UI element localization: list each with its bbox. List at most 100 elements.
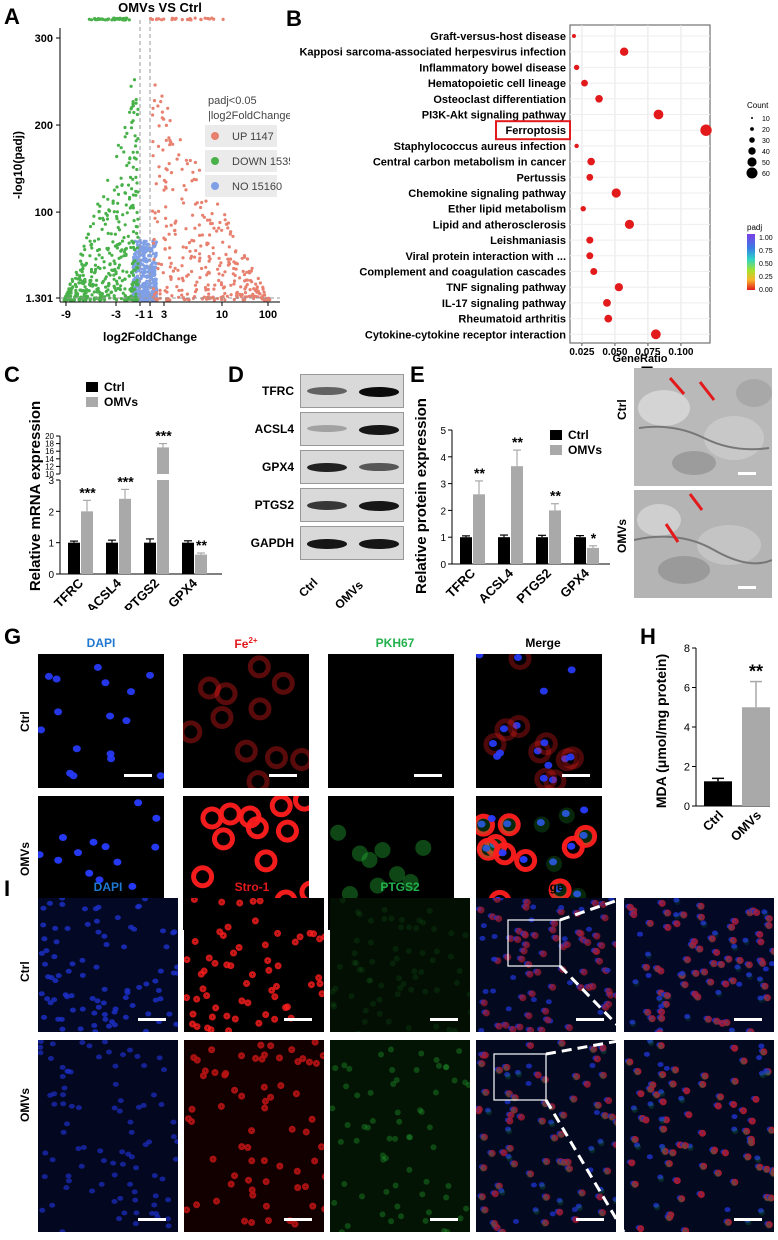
volcano-point-down bbox=[83, 277, 87, 282]
volcano-point-down bbox=[102, 260, 106, 264]
volcano-point-up bbox=[191, 213, 195, 217]
volcano-point-up bbox=[163, 289, 167, 293]
volcano-point-up bbox=[219, 261, 223, 265]
volcano-point-down bbox=[94, 283, 98, 287]
volcano-point-down bbox=[108, 209, 112, 213]
volcano-point-up bbox=[158, 288, 162, 292]
volcano-point-up bbox=[226, 257, 230, 261]
volcano-point-down bbox=[115, 210, 119, 214]
volcano-point-no bbox=[133, 253, 137, 257]
protein-significance: * bbox=[591, 530, 597, 546]
i-col-ptgs2: PTGS2 bbox=[380, 880, 420, 894]
volcano-point-up bbox=[221, 286, 226, 290]
legend-title-line1: padj<0.05 bbox=[208, 95, 257, 107]
padj-colorbar bbox=[747, 234, 755, 290]
volcano-point-down bbox=[131, 230, 136, 234]
volcano-point-up bbox=[198, 233, 202, 237]
volcano-point-no bbox=[145, 275, 149, 279]
volcano-point-down bbox=[122, 150, 126, 154]
count-legend-dot bbox=[748, 147, 756, 155]
volcano-point-up bbox=[153, 211, 157, 215]
volcano-point-up bbox=[165, 168, 169, 172]
volcano-point-up bbox=[238, 293, 242, 297]
volcano-point-up bbox=[207, 254, 211, 259]
blot-band-label: TFRC bbox=[262, 384, 294, 398]
volcano-point-down bbox=[101, 17, 105, 21]
volcano-point-down bbox=[131, 150, 135, 154]
volcano-point-no bbox=[145, 246, 149, 250]
volcano-point-no bbox=[155, 287, 159, 291]
volcano-point-up bbox=[247, 294, 251, 298]
volcano-point-up bbox=[218, 264, 222, 268]
volcano-point-up bbox=[157, 209, 161, 213]
volcano-point-down bbox=[98, 216, 102, 220]
volcano-point-up bbox=[156, 144, 161, 148]
volcano-point-up bbox=[216, 267, 220, 271]
mrna-legend-ctrl-label: Ctrl bbox=[104, 380, 125, 394]
volcano-point-down bbox=[134, 298, 139, 302]
volcano-point-down bbox=[72, 298, 77, 302]
volcano-point-up bbox=[234, 249, 238, 253]
mrna-bar-ctrl bbox=[144, 542, 156, 574]
volcano-point-no bbox=[140, 258, 144, 262]
volcano-point-down bbox=[123, 277, 127, 281]
g-col-pkh67: PKH67 bbox=[375, 636, 415, 650]
volcano-point-down bbox=[125, 163, 129, 168]
legend-title-line2: |log2FoldChange|>1 bbox=[208, 110, 290, 122]
volcano-point-down bbox=[132, 78, 137, 82]
volcano-point-down bbox=[119, 284, 123, 288]
scale-bar bbox=[284, 1218, 312, 1221]
count-legend-title: Count bbox=[747, 101, 769, 110]
volcano-x-tick-label: -9 bbox=[61, 309, 71, 321]
volcano-point-down bbox=[105, 213, 109, 217]
volcano-point-up bbox=[177, 153, 181, 157]
volcano-x-label: log2FoldChange bbox=[103, 330, 197, 344]
volcano-point-down bbox=[97, 253, 101, 257]
volcano-point-down bbox=[74, 288, 78, 293]
volcano-point-down bbox=[96, 248, 100, 253]
tem-arrow-4 bbox=[664, 523, 680, 543]
volcano-point-up bbox=[240, 256, 244, 260]
volcano-point-up bbox=[180, 293, 184, 297]
count-legend-label: 10 bbox=[762, 116, 770, 123]
mrna-y-tick-label: 12 bbox=[45, 462, 54, 471]
mrna-legend-ctrl-swatch bbox=[86, 382, 98, 392]
blot-band bbox=[359, 539, 399, 549]
protein-x-label: GPX4 bbox=[557, 565, 593, 601]
volcano-point-down bbox=[93, 271, 97, 275]
i-row-ctrl: Ctrl bbox=[18, 961, 32, 982]
blot-strip bbox=[300, 488, 404, 522]
mrna-legend-omvs-swatch bbox=[86, 397, 98, 407]
volcano-point-up bbox=[177, 277, 181, 281]
volcano-point-down bbox=[134, 98, 138, 102]
tem-arrow-2 bbox=[698, 381, 716, 401]
volcano-point-down bbox=[132, 156, 136, 160]
kegg-dots bbox=[571, 34, 712, 340]
protein-y-tick-label: 2 bbox=[440, 506, 446, 517]
scale-bar bbox=[430, 1218, 458, 1221]
tem-scale-bar-2 bbox=[738, 586, 756, 589]
volcano-point-up bbox=[171, 269, 175, 273]
volcano-point-down bbox=[113, 232, 117, 236]
volcano-point-down bbox=[79, 259, 83, 263]
protein-legend-ctrl-label: Ctrl bbox=[568, 428, 589, 442]
blot-band bbox=[307, 539, 347, 549]
volcano-point-up bbox=[212, 287, 216, 291]
padj-legend-label: 0.50 bbox=[759, 261, 773, 268]
volcano-y-tick-label: 1.301 bbox=[25, 293, 53, 305]
volcano-point-up bbox=[151, 113, 155, 117]
legend-no-dot bbox=[211, 182, 219, 190]
volcano-point-down bbox=[94, 257, 98, 261]
panel-label-g: G bbox=[4, 624, 22, 649]
volcano-point-up bbox=[198, 256, 202, 260]
volcano-point-down bbox=[131, 289, 135, 293]
legend-up-label: UP 1147 bbox=[232, 131, 274, 143]
volcano-point-up bbox=[199, 17, 203, 21]
volcano-point-no bbox=[142, 247, 146, 251]
volcano-point-down bbox=[95, 278, 99, 282]
volcano-point-up bbox=[185, 17, 190, 22]
volcano-point-down bbox=[87, 289, 91, 293]
volcano-point-up bbox=[241, 298, 245, 302]
mda-y-label: MDA (μmol/mg protein) bbox=[653, 654, 669, 808]
volcano-point-down bbox=[125, 131, 129, 135]
